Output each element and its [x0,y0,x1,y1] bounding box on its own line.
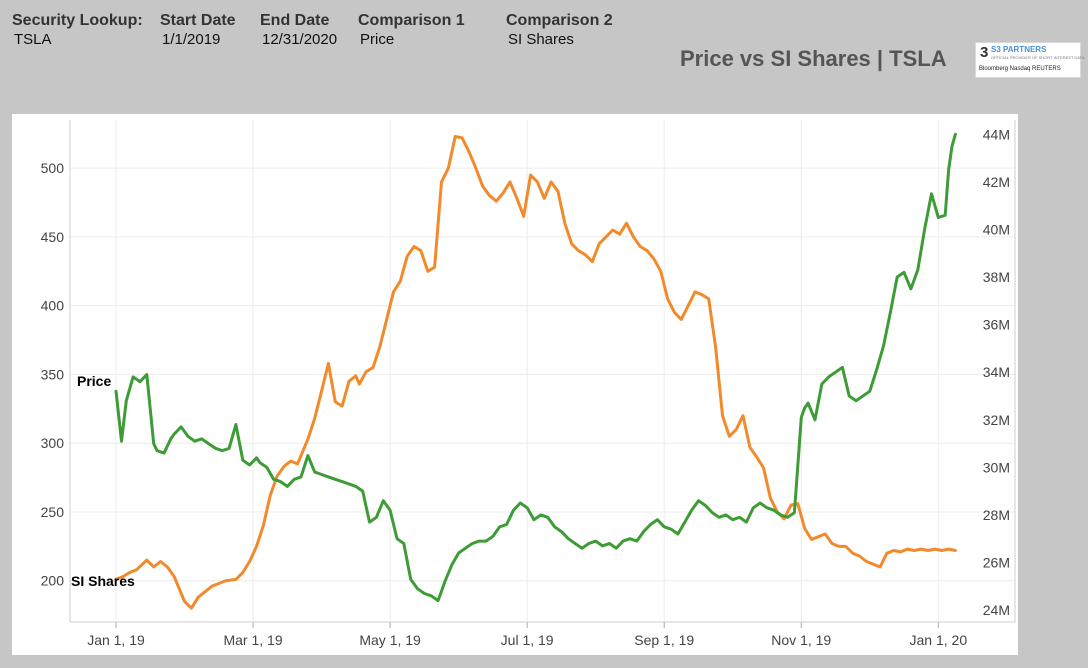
security-lookup-field: Security Lookup: TSLA [12,12,143,48]
end-date-label: End Date [260,12,330,29]
right-axis-tick-label: 34M [983,364,1010,380]
right-axis-tick-label: 44M [983,126,1010,142]
price-series-line [114,135,957,610]
x-axis-tick-label: Jan 1, 19 [87,632,145,648]
start-date-value: 1/1/2019 [162,31,221,48]
x-axis-tick-label: May 1, 19 [359,632,421,648]
logo-partners: Bloomberg Nasdaq REUTERS [979,66,1061,72]
left-axis-tick-label: 450 [41,229,65,245]
x-axis-tick-label: Sep 1, 19 [634,632,694,648]
left-axis-tick-label: 500 [41,160,65,176]
left-axis-tick-label: 400 [41,298,65,314]
comparison-1-field: Comparison 1 Price [358,12,465,48]
comparison-1-value: Price [360,31,395,48]
security-lookup-label: Security Lookup: [12,12,143,29]
s3-partners-logo: 3 S3 PARTNERS OFFICIAL PROVIDER OF SHORT… [975,42,1085,78]
comparison-2-field: Comparison 2 SI Shares [506,12,613,48]
right-axis-tick-label: 38M [983,269,1010,285]
comparison-1-label: Comparison 1 [358,12,465,29]
logo-tagline: OFFICIAL PROVIDER OF SHORT INTEREST DATA [991,55,1085,60]
comparison-2-value: SI Shares [508,31,574,48]
logo-number: 3 [980,44,989,61]
right-axis-tick-label: 42M [983,174,1010,190]
left-axis-tick-label: 350 [41,366,65,382]
x-axis-tick-label: Jan 1, 20 [910,632,968,648]
x-axis-tick-label: Jul 1, 19 [501,632,554,648]
start-date-label: Start Date [160,12,236,29]
left-axis-tick-label: 200 [41,573,65,589]
chart-panel: 200 250 300 350 400 450 500 24M 26M 28M 30M 32M 34M 3… [12,114,1018,655]
chart-title: Price vs SI Shares | TSLA [680,46,947,71]
end-date-value: 12/31/2020 [262,31,338,48]
security-lookup-value: TSLA [14,31,52,48]
x-axis-tick-label: Nov 1, 19 [771,632,831,648]
right-axis-tick-label: 32M [983,412,1010,428]
x-axis-tick-label: Mar 1, 19 [223,632,282,648]
left-axis-tick-label: 250 [41,504,65,520]
right-axis-tick-label: 28M [983,507,1010,523]
right-axis-tick-label: 30M [983,459,1010,475]
left-axis-tick-label: 300 [41,435,65,451]
price-series-label: Price [77,373,111,389]
si-shares-series-line [114,132,957,603]
right-axis-tick-label: 26M [983,555,1010,571]
si-shares-series-label: SI Shares [71,573,135,589]
end-date-field: End Date 12/31/2020 [260,12,337,48]
start-date-field: Start Date 1/1/2019 [160,12,236,48]
comparison-2-label: Comparison 2 [506,12,613,29]
right-axis-tick-label: 24M [983,602,1010,618]
series-layer [114,132,957,610]
right-axis-tick-label: 36M [983,317,1010,333]
line-chart: 200 250 300 350 400 450 500 24M 26M 28M 30M 32M 34M 3… [41,120,1016,648]
right-axis-tick-label: 40M [983,221,1010,237]
axis-layer: 200 250 300 350 400 450 500 24M 26M 28M 30M 32M 34M 3… [41,120,1016,648]
logo-brand: S3 PARTNERS [991,45,1047,54]
